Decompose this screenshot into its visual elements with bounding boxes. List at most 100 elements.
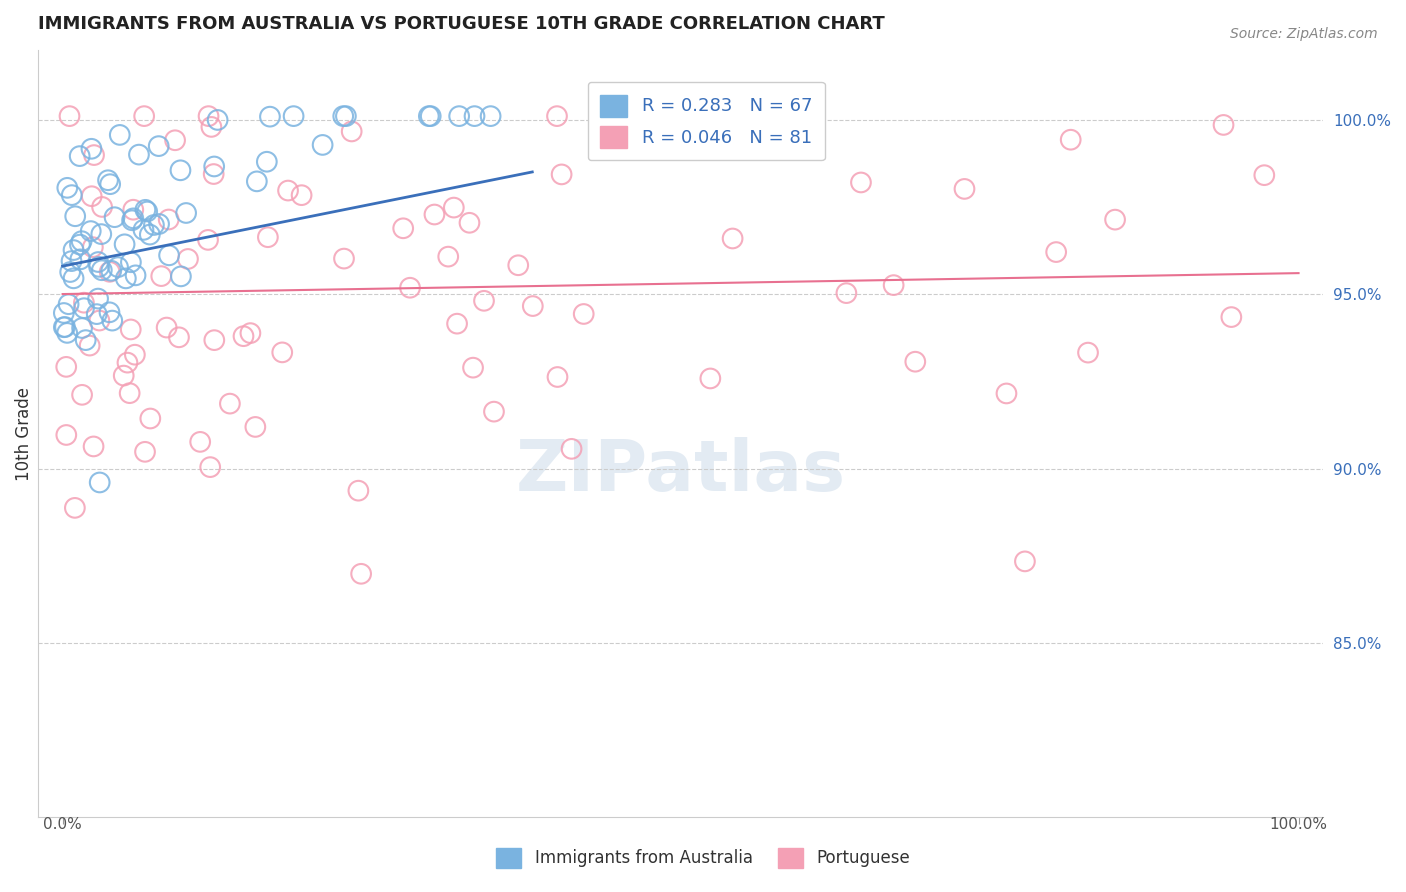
Point xyxy=(98,177,121,191)
Point xyxy=(311,137,333,152)
Point xyxy=(115,271,138,285)
Point xyxy=(721,231,744,245)
Point xyxy=(70,234,93,248)
Point xyxy=(91,200,114,214)
Point xyxy=(87,255,110,269)
Point xyxy=(98,305,121,319)
Point xyxy=(1253,168,1275,182)
Point xyxy=(150,269,173,284)
Point xyxy=(165,133,187,147)
Point xyxy=(120,255,142,269)
Point xyxy=(112,368,135,383)
Point xyxy=(904,354,927,368)
Point xyxy=(849,176,872,190)
Point xyxy=(80,142,103,156)
Point xyxy=(419,109,441,123)
Point xyxy=(100,264,122,278)
Point xyxy=(139,227,162,242)
Point xyxy=(59,265,82,279)
Point xyxy=(418,109,440,123)
Point xyxy=(56,326,79,340)
Point xyxy=(472,293,495,308)
Point xyxy=(277,184,299,198)
Point xyxy=(482,404,505,418)
Point xyxy=(69,237,91,252)
Point xyxy=(128,147,150,161)
Point xyxy=(55,359,77,374)
Point xyxy=(443,201,465,215)
Point xyxy=(80,189,103,203)
Point xyxy=(291,188,314,202)
Point xyxy=(883,278,905,293)
Point xyxy=(202,160,225,174)
Point xyxy=(350,566,373,581)
Point xyxy=(117,356,139,370)
Point xyxy=(122,202,145,217)
Point xyxy=(170,269,193,284)
Point xyxy=(332,109,354,123)
Point xyxy=(347,483,370,498)
Point xyxy=(63,500,86,515)
Point xyxy=(70,388,93,402)
Point xyxy=(83,148,105,162)
Point xyxy=(122,211,145,226)
Point xyxy=(271,345,294,359)
Point xyxy=(60,254,83,268)
Point xyxy=(97,173,120,187)
Point xyxy=(177,252,200,266)
Point xyxy=(90,263,112,277)
Point xyxy=(202,333,225,347)
Point xyxy=(446,317,468,331)
Point xyxy=(283,109,305,123)
Point xyxy=(546,109,568,123)
Point xyxy=(423,207,446,221)
Point xyxy=(202,167,225,181)
Point xyxy=(699,371,721,385)
Point xyxy=(69,149,91,163)
Point xyxy=(479,109,502,123)
Point xyxy=(572,307,595,321)
Point xyxy=(58,297,80,311)
Point xyxy=(953,182,976,196)
Point xyxy=(75,333,97,347)
Point xyxy=(333,252,356,266)
Point xyxy=(139,411,162,425)
Point xyxy=(449,109,471,123)
Legend: Immigrants from Australia, Portuguese: Immigrants from Australia, Portuguese xyxy=(489,841,917,875)
Text: ZIPatlas: ZIPatlas xyxy=(516,437,845,507)
Point xyxy=(1212,118,1234,132)
Point xyxy=(60,188,83,202)
Point xyxy=(70,321,93,335)
Point xyxy=(83,439,105,453)
Point xyxy=(121,213,143,227)
Point xyxy=(219,396,242,410)
Legend: R = 0.283   N = 67, R = 0.046   N = 81: R = 0.283 N = 67, R = 0.046 N = 81 xyxy=(588,82,825,161)
Point xyxy=(53,320,76,334)
Point xyxy=(246,174,269,188)
Point xyxy=(1045,245,1067,260)
Point xyxy=(124,348,146,362)
Point xyxy=(169,163,191,178)
Point xyxy=(232,329,254,343)
Point xyxy=(108,128,131,142)
Point xyxy=(399,281,422,295)
Point xyxy=(107,260,129,274)
Point xyxy=(132,223,155,237)
Text: 0.0%: 0.0% xyxy=(44,817,82,832)
Point xyxy=(62,271,84,285)
Point xyxy=(561,442,583,456)
Point xyxy=(461,360,484,375)
Point xyxy=(335,109,357,123)
Point xyxy=(257,230,280,244)
Point xyxy=(90,227,112,241)
Point xyxy=(1104,212,1126,227)
Point xyxy=(156,320,179,334)
Point xyxy=(142,218,165,232)
Point xyxy=(547,370,569,384)
Point xyxy=(79,338,101,352)
Point xyxy=(103,210,125,224)
Point xyxy=(148,217,170,231)
Point xyxy=(86,307,108,321)
Point xyxy=(98,265,121,279)
Point xyxy=(550,168,572,182)
